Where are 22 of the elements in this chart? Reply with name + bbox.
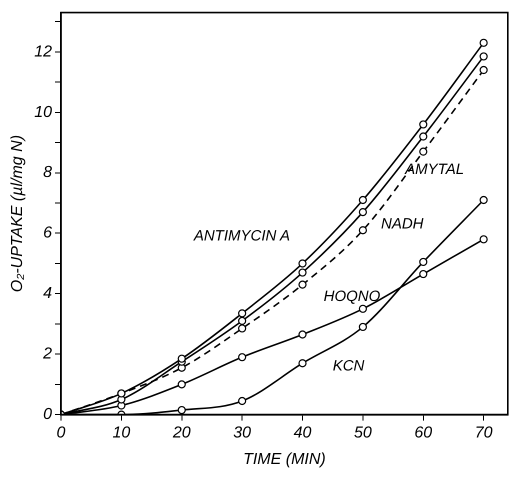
y-tick-label: 12: [34, 43, 52, 60]
x-tick-label: 50: [354, 424, 372, 442]
x-tick-label: 60: [414, 424, 432, 442]
y-tick-label: 10: [34, 104, 52, 121]
series-label: HOQNO: [324, 288, 381, 305]
x-tick-label: 10: [112, 424, 130, 442]
series-label: NADH: [381, 215, 424, 232]
x-tick-label: 30: [233, 424, 252, 442]
y-tick-label: 0: [43, 406, 52, 424]
x-tick-label: 0: [56, 424, 66, 442]
y-tick-label: 8: [43, 164, 52, 182]
y-tick-label: 4: [43, 285, 52, 302]
x-tick-label: 20: [172, 424, 191, 442]
x-axis-title: TIME (MIN): [243, 450, 326, 468]
x-tick-label: 40: [294, 424, 312, 442]
x-tick-label: 70: [474, 424, 493, 442]
series-label: AMYTAL: [404, 160, 464, 178]
y-tick-label: 6: [43, 224, 52, 242]
series-label: ANTIMYCIN A: [192, 227, 290, 244]
y-axis-title: O₂-UPTAKE (µl/mg N): [9, 134, 26, 292]
series-label: KCN: [332, 357, 365, 374]
y-tick-label: 2: [42, 346, 52, 363]
